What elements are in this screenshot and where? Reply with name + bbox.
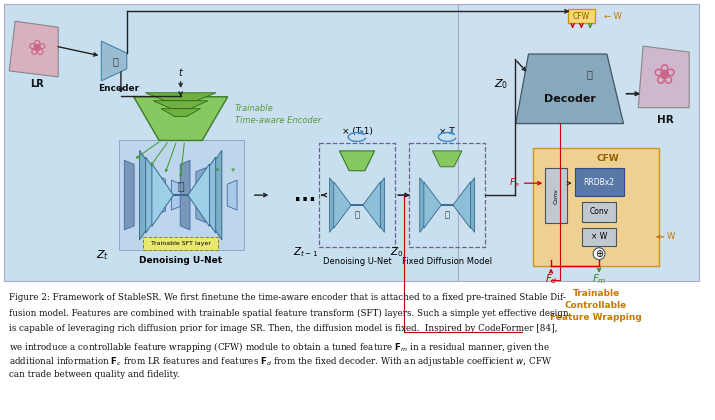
Polygon shape <box>152 164 209 226</box>
Polygon shape <box>134 97 227 140</box>
Text: Denoising U-Net: Denoising U-Net <box>139 256 222 265</box>
Text: CFW: CFW <box>573 12 590 21</box>
Text: we introduce a controllable feature wrapping (CFW) module to obtain a tuned feat: we introduce a controllable feature wrap… <box>9 340 550 354</box>
Text: ⊕: ⊕ <box>595 249 603 259</box>
Polygon shape <box>424 182 470 228</box>
Text: ⚿: ⚿ <box>355 210 360 220</box>
Bar <box>319 143 395 247</box>
Text: ⚿: ⚿ <box>177 182 184 192</box>
Text: RRDBx2: RRDBx2 <box>583 178 614 186</box>
Text: ← W: ← W <box>603 12 621 21</box>
Text: HR: HR <box>657 115 674 125</box>
Text: Feature Wrapping: Feature Wrapping <box>551 313 642 322</box>
Text: LR: LR <box>30 79 44 89</box>
Text: Trainable SFT layer: Trainable SFT layer <box>151 241 211 246</box>
Polygon shape <box>334 182 380 228</box>
Text: Fixed Diffusion Model: Fixed Diffusion Model <box>402 257 492 266</box>
Text: ❀: ❀ <box>27 39 46 59</box>
Bar <box>119 140 244 250</box>
Text: W: W <box>666 232 675 241</box>
Text: $Z_0$: $Z_0$ <box>390 245 404 259</box>
Text: can trade between quality and fidelity.: can trade between quality and fidelity. <box>9 370 180 379</box>
Polygon shape <box>196 168 206 223</box>
Text: Encoder: Encoder <box>99 84 139 93</box>
Text: $Z_{t-1}$: $Z_{t-1}$ <box>292 245 317 259</box>
Text: Trainable: Trainable <box>235 104 273 113</box>
Polygon shape <box>9 21 58 77</box>
Text: Trainable: Trainable <box>573 289 620 298</box>
Polygon shape <box>140 168 150 223</box>
Text: $Z_0$: $Z_0$ <box>494 77 508 91</box>
Bar <box>533 148 659 265</box>
Bar <box>583 228 616 246</box>
Text: ⚿: ⚿ <box>445 210 450 220</box>
Text: Denoising U-Net: Denoising U-Net <box>322 257 391 266</box>
Polygon shape <box>124 160 134 230</box>
Text: ❀: ❀ <box>652 62 676 90</box>
Polygon shape <box>340 151 375 171</box>
Text: fusion model. Features are combined with trainable spatial feature transform (SF: fusion model. Features are combined with… <box>9 309 569 318</box>
Text: Controllable: Controllable <box>565 301 627 310</box>
Text: × W: × W <box>591 232 607 241</box>
Text: Time-aware Encoder: Time-aware Encoder <box>235 116 321 125</box>
Polygon shape <box>102 41 127 81</box>
Bar <box>583 202 616 222</box>
Text: is capable of leveraging rich diffusion prior for image SR. Then, the diffusion : is capable of leveraging rich diffusion … <box>9 324 558 333</box>
Polygon shape <box>153 101 208 109</box>
Text: Conv: Conv <box>589 207 608 216</box>
Polygon shape <box>146 157 216 233</box>
Polygon shape <box>156 175 165 215</box>
Text: $F_m$: $F_m$ <box>592 273 606 286</box>
Circle shape <box>593 248 605 260</box>
Text: Decoder: Decoder <box>543 94 596 104</box>
Bar <box>545 168 567 223</box>
Bar <box>409 143 485 247</box>
Text: × (T-1): × (T-1) <box>342 126 373 136</box>
Text: CFW: CFW <box>596 154 619 163</box>
Polygon shape <box>180 160 190 230</box>
Polygon shape <box>161 109 200 117</box>
Text: $F_e$: $F_e$ <box>509 177 520 189</box>
Polygon shape <box>516 54 623 123</box>
Text: ⚿: ⚿ <box>586 69 592 79</box>
Bar <box>568 9 595 23</box>
Polygon shape <box>139 150 222 240</box>
Polygon shape <box>227 180 237 210</box>
Polygon shape <box>638 46 689 108</box>
Bar <box>4 4 458 281</box>
Polygon shape <box>145 93 216 101</box>
Polygon shape <box>212 175 222 215</box>
Text: $Z_t$: $Z_t$ <box>97 248 109 262</box>
Text: ⚿: ⚿ <box>112 56 118 66</box>
Polygon shape <box>172 180 181 210</box>
Bar <box>575 168 623 196</box>
Bar <box>144 237 218 250</box>
Bar <box>458 4 699 281</box>
Text: additional information $\mathbf{F}_c$ from LR features and features $\mathbf{F}_: additional information $\mathbf{F}_c$ fr… <box>9 355 553 368</box>
Polygon shape <box>433 151 462 167</box>
Text: Conv: Conv <box>553 188 558 204</box>
Text: ...: ... <box>294 186 316 205</box>
Polygon shape <box>330 178 385 232</box>
Text: × T: × T <box>439 126 455 136</box>
Text: Figure 2: Framework of StableSR. We first finetune the time-aware encoder that i: Figure 2: Framework of StableSR. We firs… <box>9 294 566 302</box>
Text: $F_d$: $F_d$ <box>545 273 557 286</box>
Polygon shape <box>420 178 475 232</box>
Text: t: t <box>179 68 182 78</box>
